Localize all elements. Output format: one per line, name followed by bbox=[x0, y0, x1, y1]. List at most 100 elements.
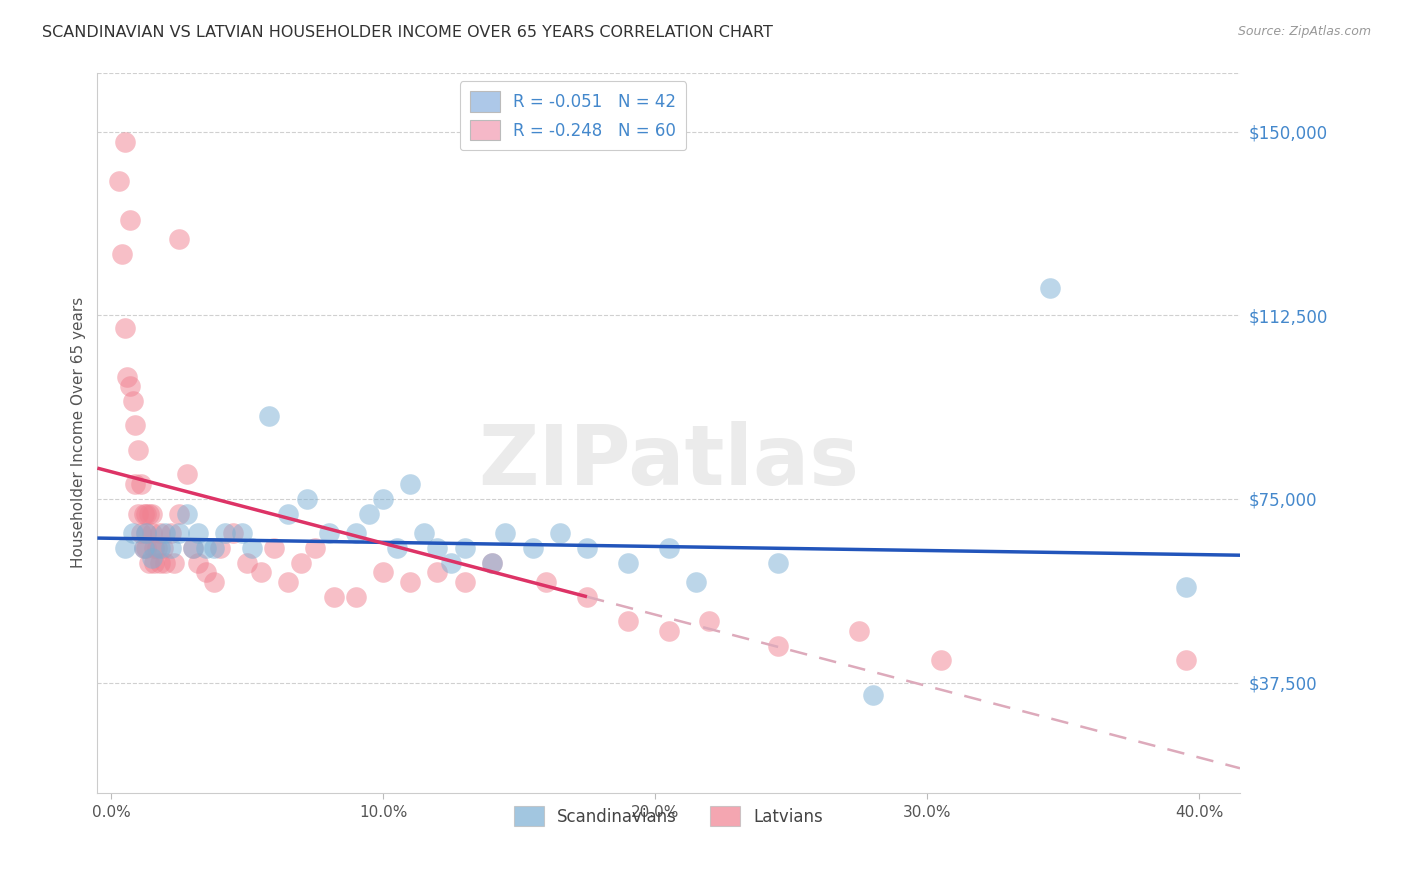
Point bbox=[481, 556, 503, 570]
Point bbox=[138, 507, 160, 521]
Point bbox=[214, 526, 236, 541]
Point bbox=[412, 526, 434, 541]
Point bbox=[155, 526, 177, 541]
Text: Source: ZipAtlas.com: Source: ZipAtlas.com bbox=[1237, 25, 1371, 38]
Point bbox=[453, 541, 475, 555]
Point bbox=[385, 541, 408, 555]
Point bbox=[135, 541, 157, 555]
Point bbox=[187, 526, 209, 541]
Legend: Scandinavians, Latvians: Scandinavians, Latvians bbox=[506, 797, 832, 835]
Point bbox=[399, 477, 422, 491]
Point bbox=[766, 639, 789, 653]
Point bbox=[159, 541, 181, 555]
Point bbox=[304, 541, 326, 555]
Point bbox=[481, 556, 503, 570]
Point bbox=[114, 541, 136, 555]
Point bbox=[127, 507, 149, 521]
Point bbox=[129, 526, 152, 541]
Point bbox=[440, 556, 463, 570]
Point bbox=[453, 575, 475, 590]
Point bbox=[114, 320, 136, 334]
Point bbox=[159, 526, 181, 541]
Point bbox=[318, 526, 340, 541]
Point bbox=[344, 526, 367, 541]
Point bbox=[263, 541, 285, 555]
Point bbox=[167, 507, 190, 521]
Point bbox=[138, 556, 160, 570]
Y-axis label: Householder Income Over 65 years: Householder Income Over 65 years bbox=[72, 297, 86, 568]
Point bbox=[617, 615, 640, 629]
Point bbox=[202, 541, 225, 555]
Point bbox=[127, 442, 149, 457]
Point bbox=[121, 394, 143, 409]
Point bbox=[426, 566, 449, 580]
Point bbox=[399, 575, 422, 590]
Point bbox=[124, 477, 146, 491]
Point bbox=[187, 556, 209, 570]
Point bbox=[135, 526, 157, 541]
Point bbox=[135, 507, 157, 521]
Point bbox=[536, 575, 558, 590]
Point bbox=[118, 379, 141, 393]
Point bbox=[121, 526, 143, 541]
Point bbox=[1174, 580, 1197, 594]
Point bbox=[426, 541, 449, 555]
Point bbox=[685, 575, 707, 590]
Point bbox=[195, 541, 218, 555]
Point bbox=[222, 526, 245, 541]
Point bbox=[118, 212, 141, 227]
Point bbox=[141, 507, 163, 521]
Point bbox=[111, 247, 134, 261]
Point bbox=[658, 624, 681, 639]
Point bbox=[576, 541, 599, 555]
Point bbox=[114, 135, 136, 149]
Point bbox=[132, 541, 155, 555]
Point bbox=[576, 590, 599, 604]
Text: SCANDINAVIAN VS LATVIAN HOUSEHOLDER INCOME OVER 65 YEARS CORRELATION CHART: SCANDINAVIAN VS LATVIAN HOUSEHOLDER INCO… bbox=[42, 25, 773, 40]
Point bbox=[848, 624, 870, 639]
Point bbox=[290, 556, 312, 570]
Point bbox=[359, 507, 381, 521]
Point bbox=[162, 556, 184, 570]
Point bbox=[167, 526, 190, 541]
Point bbox=[181, 541, 204, 555]
Point bbox=[249, 566, 271, 580]
Point bbox=[152, 541, 174, 555]
Point bbox=[141, 526, 163, 541]
Point bbox=[766, 556, 789, 570]
Point bbox=[231, 526, 253, 541]
Point bbox=[149, 526, 172, 541]
Text: ZIPatlas: ZIPatlas bbox=[478, 421, 859, 502]
Point bbox=[344, 590, 367, 604]
Point bbox=[371, 566, 394, 580]
Point bbox=[277, 507, 299, 521]
Point bbox=[548, 526, 571, 541]
Point bbox=[295, 491, 318, 506]
Point bbox=[143, 556, 166, 570]
Point bbox=[146, 541, 169, 555]
Point bbox=[699, 615, 721, 629]
Point bbox=[494, 526, 516, 541]
Point bbox=[132, 541, 155, 555]
Point bbox=[124, 418, 146, 433]
Point bbox=[1174, 653, 1197, 667]
Point bbox=[149, 541, 172, 555]
Point bbox=[658, 541, 681, 555]
Point bbox=[522, 541, 544, 555]
Point bbox=[181, 541, 204, 555]
Point bbox=[143, 541, 166, 555]
Point bbox=[132, 507, 155, 521]
Point bbox=[257, 409, 280, 423]
Point bbox=[323, 590, 346, 604]
Point bbox=[176, 467, 198, 482]
Point bbox=[236, 556, 259, 570]
Point bbox=[176, 507, 198, 521]
Point bbox=[862, 688, 884, 702]
Point bbox=[141, 550, 163, 565]
Point bbox=[1038, 281, 1060, 295]
Point bbox=[108, 174, 131, 188]
Point bbox=[129, 477, 152, 491]
Point bbox=[167, 232, 190, 246]
Point bbox=[202, 575, 225, 590]
Point bbox=[117, 369, 139, 384]
